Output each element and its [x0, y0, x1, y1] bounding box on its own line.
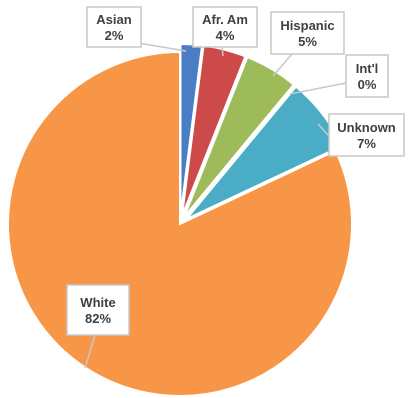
slice-label-white: White [80, 295, 115, 310]
slice-value-afr-am: 4% [216, 28, 235, 43]
callout-box-int-l [345, 54, 389, 98]
callout-leader-int-l [289, 82, 347, 95]
slice-label-int-l: Int'l [356, 61, 379, 76]
slice-label-unknown: Unknown [337, 120, 396, 135]
slice-value-hispanic: 5% [298, 34, 317, 49]
callout-leaders [84, 42, 347, 369]
slice-label-afr-am: Afr. Am [202, 12, 248, 27]
callout-afr-am: Afr. Am4% [192, 6, 258, 48]
slice-value-white: 82% [85, 311, 111, 326]
callout-box-afr-am [192, 6, 258, 48]
callout-leader-white [84, 334, 96, 369]
slice-value-unknown: 7% [357, 136, 376, 151]
callout-leader-asian [137, 42, 187, 52]
callout-leader-hispanic [272, 53, 293, 77]
callout-int-l: Int'l0% [345, 54, 389, 98]
pie-slice-hispanic [183, 55, 296, 218]
pie-slices [7, 43, 353, 397]
slice-label-asian: Asian [96, 12, 131, 27]
slice-value-asian: 2% [105, 28, 124, 43]
callout-leader-unknown [317, 123, 330, 137]
callout-box-white [66, 284, 130, 336]
slice-value-int-l: 0% [358, 77, 377, 92]
callout-box-unknown [328, 113, 405, 157]
callout-box-hispanic [270, 11, 345, 55]
callout-leader-afr-am [221, 46, 224, 57]
callout-box-asian [86, 6, 142, 48]
pie-slice-int-l [184, 84, 296, 219]
slice-label-hispanic: Hispanic [280, 18, 334, 33]
